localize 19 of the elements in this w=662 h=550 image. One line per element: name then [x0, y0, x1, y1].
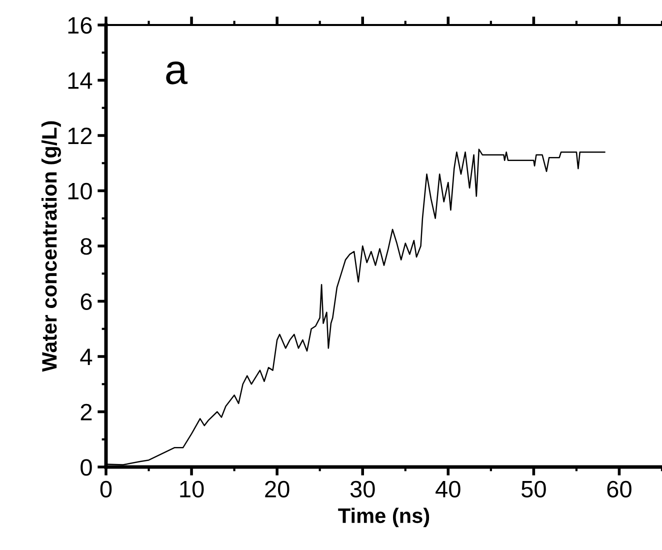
x-tick-label: 20 [265, 480, 290, 498]
x-tick-label: 40 [436, 480, 460, 498]
x-tick-label: 0 [100, 480, 112, 498]
y-tick-label: 16 [68, 17, 92, 34]
y-tick-label: 2 [80, 404, 92, 420]
y-tick-label: 0 [80, 459, 92, 476]
y-tick-label: 12 [68, 128, 92, 144]
y-tick-label: 6 [80, 293, 92, 310]
x-tick-label: 10 [180, 480, 204, 498]
x-axis-title: Time (ns) [338, 508, 430, 528]
x-tick-label: 30 [350, 480, 375, 498]
y-tick-label: 4 [80, 348, 92, 366]
y-tick-label: 10 [68, 182, 92, 200]
y-axis-title: Water concentration (g/L) [41, 121, 61, 372]
y-tick-label: 8 [80, 238, 92, 255]
x-tick-label: 50 [522, 480, 546, 498]
y-tick-label: 14 [68, 72, 92, 89]
annotation: a [166, 62, 188, 84]
x-tick-label: 60 [607, 480, 632, 498]
